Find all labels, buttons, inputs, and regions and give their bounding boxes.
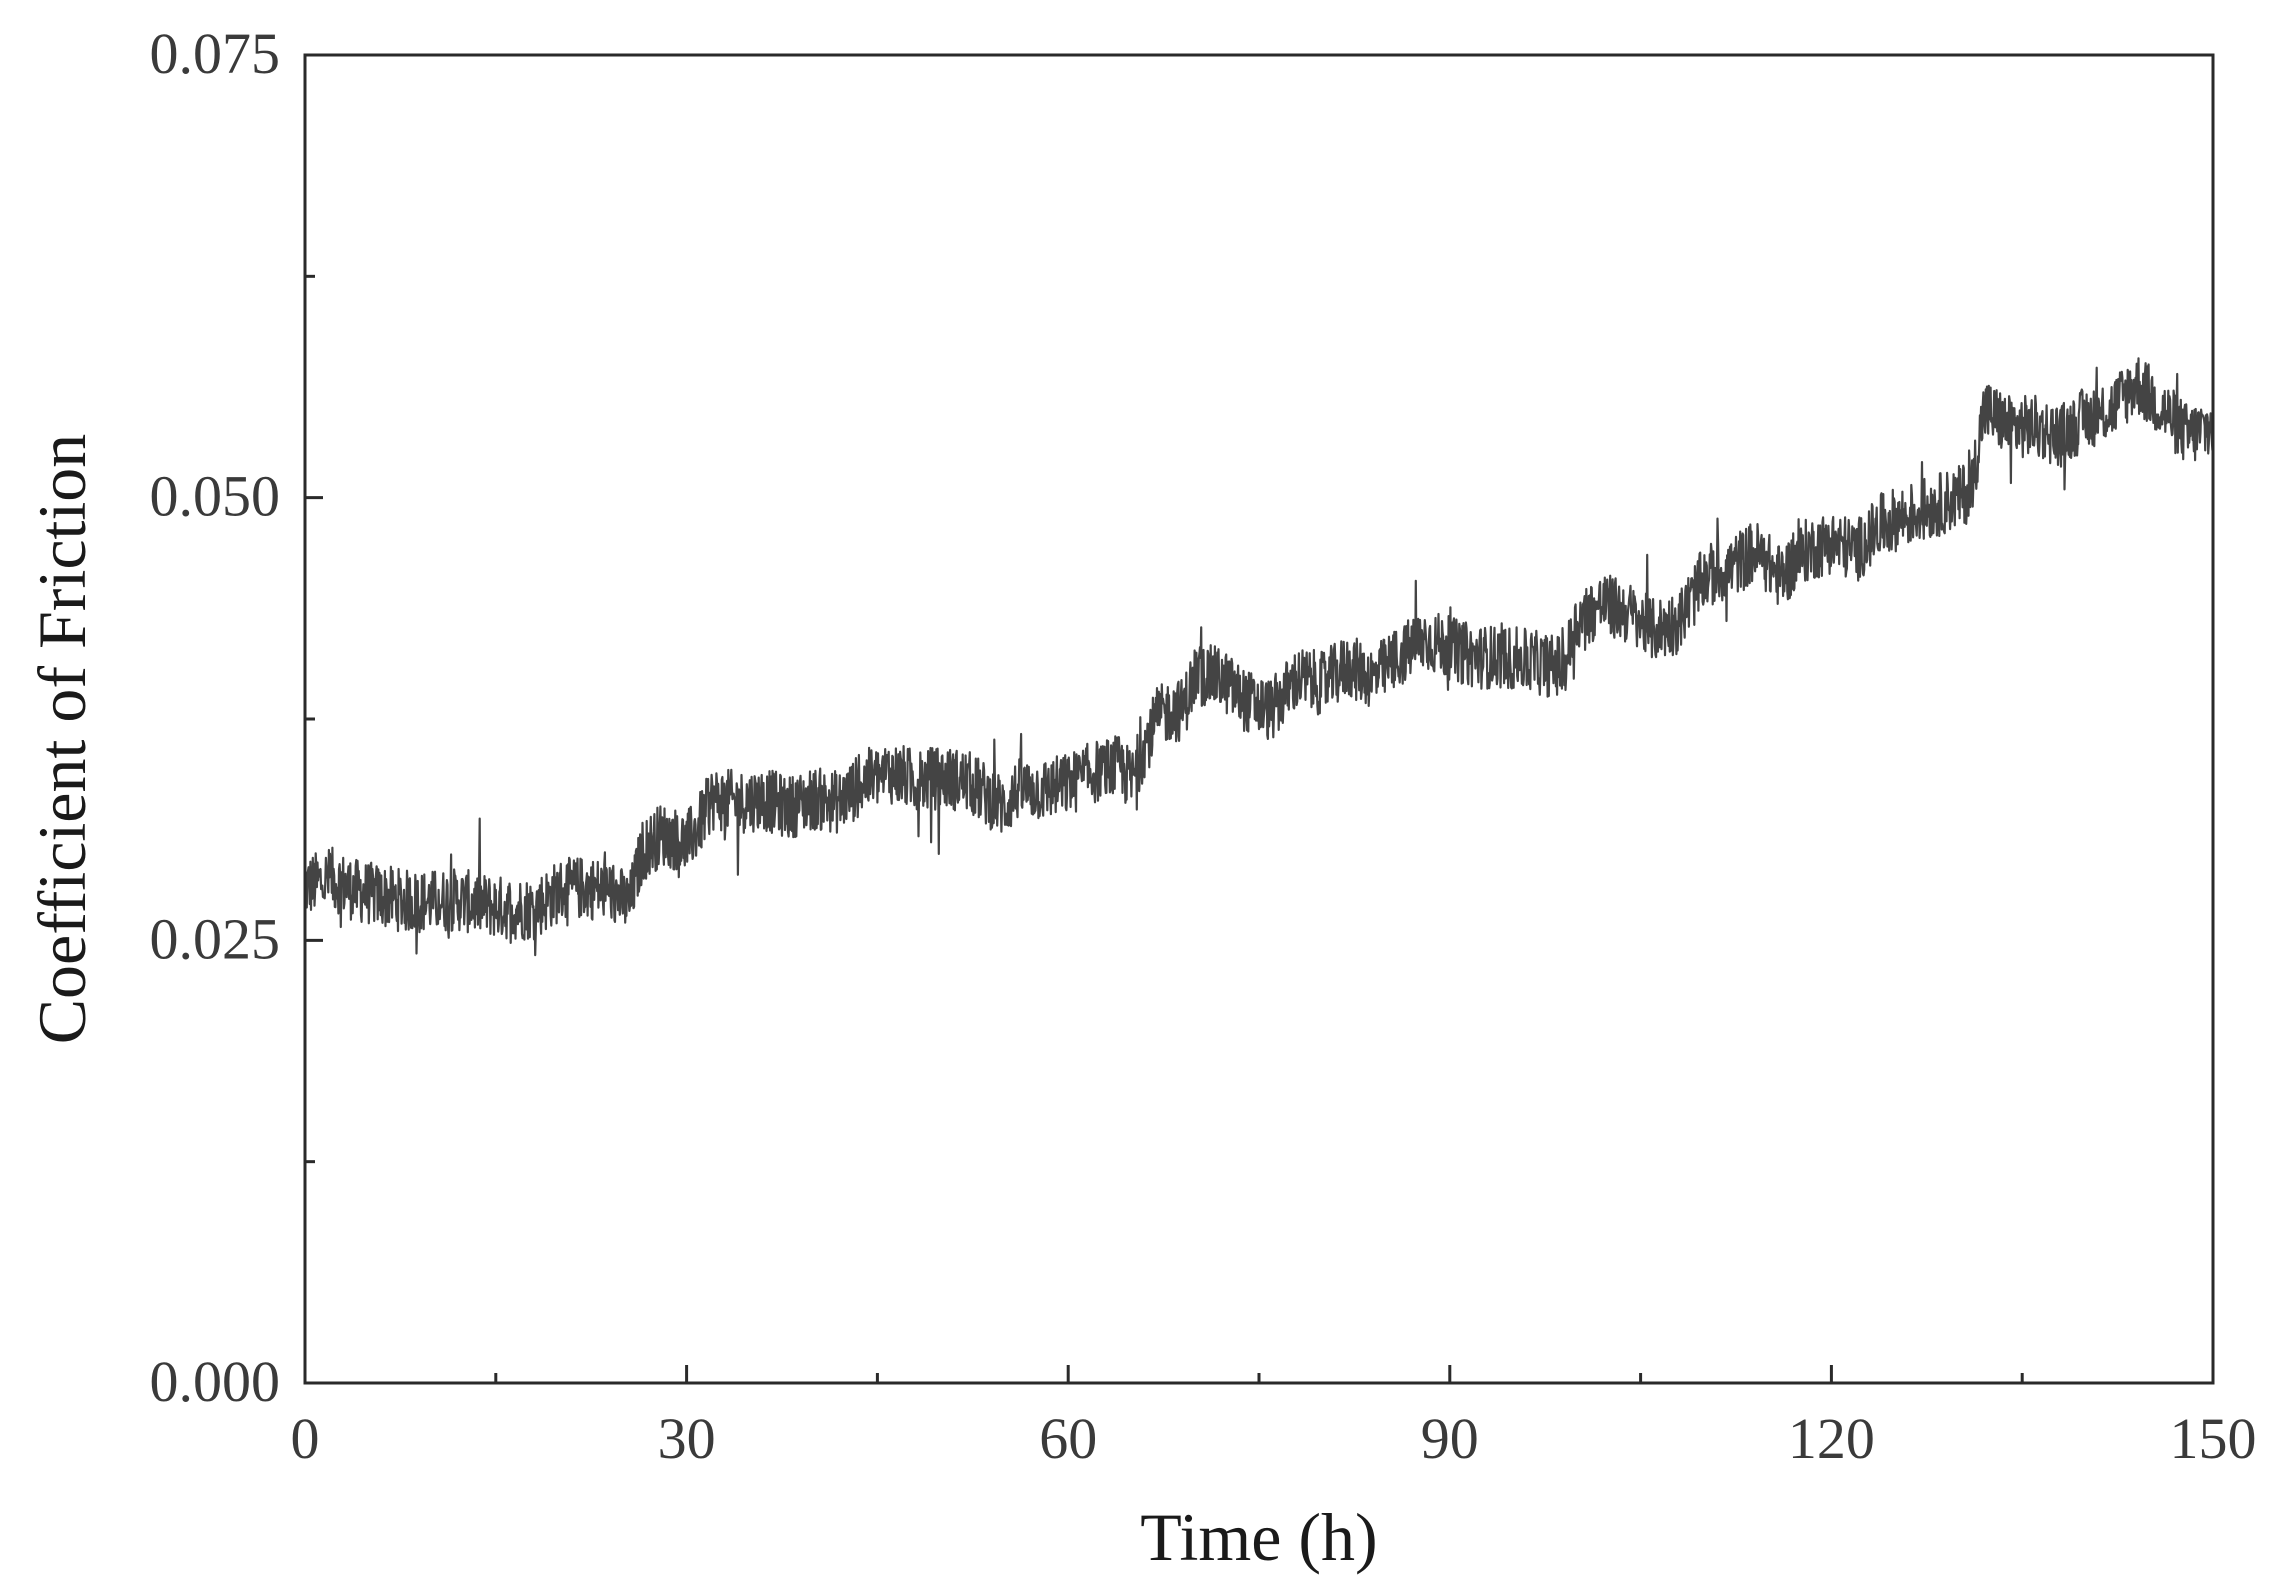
- x-tick-label: 150: [2170, 1406, 2257, 1471]
- x-tick-label: 0: [291, 1406, 320, 1471]
- y-axis-title: Coefficient of Friction: [24, 434, 100, 1045]
- y-tick-label: 0.025: [150, 906, 281, 971]
- x-axis-title: Time (h): [1140, 1499, 1377, 1575]
- y-tick-label: 0.000: [150, 1349, 281, 1414]
- y-tick-label: 0.050: [150, 464, 281, 529]
- x-tick-label: 120: [1788, 1406, 1875, 1471]
- x-tick-label: 90: [1421, 1406, 1479, 1471]
- x-tick-label: 30: [658, 1406, 716, 1471]
- y-tick-label: 0.075: [150, 21, 281, 86]
- x-tick-label: 60: [1039, 1406, 1097, 1471]
- series-layer: [304, 357, 2215, 957]
- x-axis: 0 30 60 90 120 150: [291, 1365, 2257, 1471]
- series-0-line: [304, 357, 2215, 957]
- y-axis: 0.000 0.025 0.050 0.075: [150, 21, 323, 1414]
